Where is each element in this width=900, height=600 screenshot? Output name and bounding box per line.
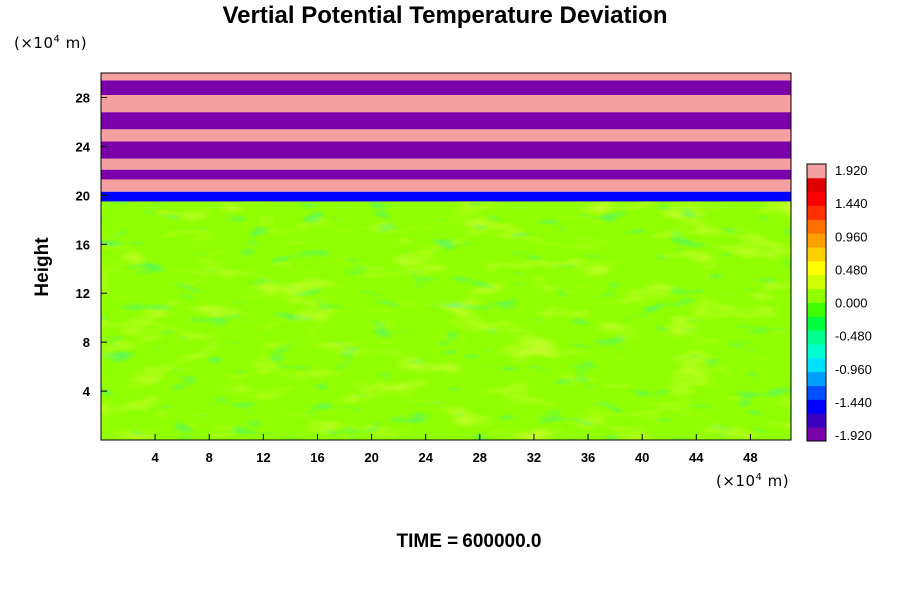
y-tick-label: 4 [83,384,91,399]
colorbar-swatch [807,164,826,179]
heatmap-band-6 [101,129,791,142]
colorbar-tick-label: 1.440 [835,196,868,211]
heatmap-band-9 [101,80,791,96]
colorbar-swatch [807,260,826,276]
colorbar-swatch [807,177,826,193]
colorbar-tick-label: -1.440 [835,395,872,410]
colorbar-tick-label: 0.960 [835,229,868,244]
colorbar-swatch [807,233,826,248]
x-axis-ticks: 4 8 12 16 20 24 28 32 36 40 44 48 [152,434,758,465]
x-tick-label: 20 [364,450,378,465]
colorbar-tick-label: -1.920 [835,428,872,443]
colorbar-swatch [807,302,826,317]
chart-title: Vertial Potential Temperature Deviation [222,2,668,29]
y-axis-ticks: 4 8 12 16 20 24 28 [76,90,107,399]
colorbar-tick-label: 0.480 [835,262,868,277]
y-tick-label: 8 [83,335,90,350]
colorbar-swatch [807,219,826,234]
time-label: TIME = [396,531,459,552]
heatmap-band-3 [101,169,791,180]
colorbar-swatch [807,399,826,414]
colorbar-swatch [807,191,826,206]
y-tick-label: 16 [76,237,90,252]
colorbar-swatch [807,385,826,400]
colorbar: 1.920 1.440 0.960 0.480 0.000 -0.480 -0.960 -1.… [806,163,872,443]
heatmap-band-7 [101,112,791,130]
heatmap-band-4 [101,158,791,170]
colorbar-swatch [807,316,826,331]
colorbar-swatch [807,330,826,345]
heatmap-band-8 [101,95,791,113]
heatmap-band-2 [101,179,791,192]
y-tick-label: 20 [76,188,90,203]
colorbar-swatch [807,357,826,373]
x-tick-label: 32 [527,450,541,465]
heatmap-band-1 [101,191,791,202]
x-tick-label: 8 [206,450,213,465]
y-tick-label: 12 [76,286,90,301]
colorbar-swatch [807,205,826,220]
x-axis-unit: (×104 m) [716,472,790,490]
x-tick-label: 44 [689,450,704,465]
colorbar-tick-label: 1.920 [835,163,868,178]
time-readout: TIME = 600000.0 [0,531,900,553]
x-tick-label: 36 [581,450,595,465]
x-tick-label: 4 [152,450,160,465]
y-tick-label: 24 [76,139,91,154]
y-tick-label: 28 [76,90,90,105]
colorbar-swatch [807,413,826,428]
colorbar-swatch [807,371,826,386]
plot-frame [100,72,792,441]
colorbar-swatch [807,288,826,303]
colorbar-tick-label: 0.000 [835,296,868,311]
colorbar-frame [806,163,827,442]
y-axis-unit: (×104 m) [14,34,88,52]
heatmap-texture-cool [101,201,791,440]
colorbar-tick-label: -0.960 [835,362,872,377]
x-tick-label: 24 [418,450,433,465]
colorbar-swatch [807,344,826,359]
x-tick-label: 40 [635,450,649,465]
x-tick-label: 16 [310,450,324,465]
colorbar-tick-label: -0.480 [835,329,872,344]
heatmap-band-10 [101,73,791,81]
time-value: 600000.0 [462,531,542,552]
x-tick-label: 28 [473,450,487,465]
x-tick-label: 48 [743,450,757,465]
colorbar-swatch [807,427,826,442]
plot-area [101,73,791,440]
x-tick-label: 12 [256,450,270,465]
colorbar-swatch [807,274,826,290]
colorbar-swatch [807,247,826,262]
heatmap-band-5 [101,141,791,159]
